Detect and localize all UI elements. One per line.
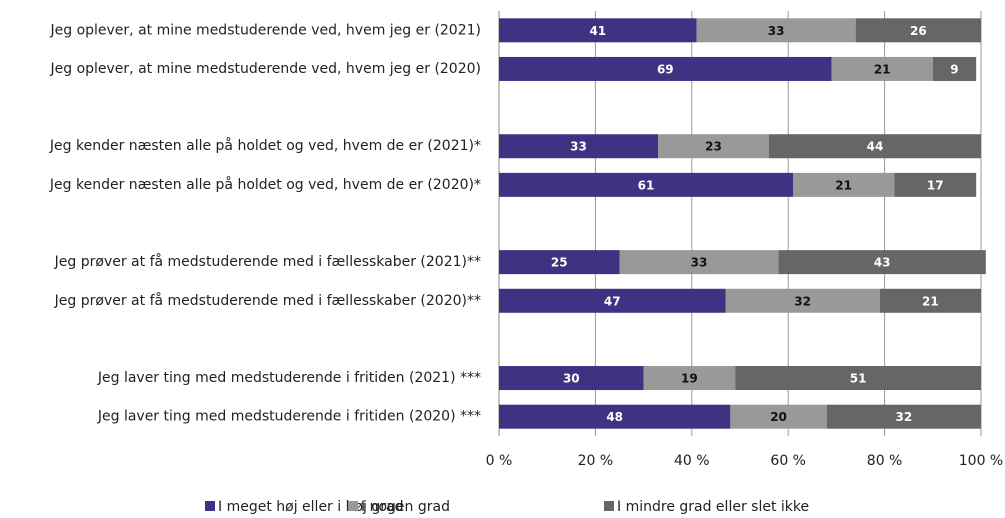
value-label: 17 [927, 178, 944, 192]
value-label: 47 [604, 294, 621, 308]
bar-segment [499, 288, 726, 313]
bar-segment [658, 134, 769, 159]
x-tick-label: 100 % [959, 453, 1003, 469]
bar-segment [499, 18, 697, 43]
value-label: 33 [570, 140, 587, 154]
value-label: 9 [950, 62, 958, 76]
bar-segment [499, 134, 659, 159]
bar-segment [725, 288, 880, 313]
bar-segment [879, 288, 981, 313]
x-tick-label: 80 % [867, 453, 903, 469]
bar-segment [735, 366, 981, 391]
category-label: Jeg oplever, at mine medstuderende ved, … [49, 22, 481, 38]
value-label: 25 [551, 256, 568, 270]
value-label: 61 [638, 178, 655, 192]
value-label: 19 [681, 372, 698, 386]
value-label: 30 [563, 372, 580, 386]
bar-segment [499, 250, 620, 275]
legend-swatch [205, 501, 215, 511]
value-label: 33 [768, 24, 785, 38]
value-label: 41 [589, 24, 606, 38]
category-label: Jeg laver ting med medstuderende i friti… [97, 409, 481, 425]
value-label: 48 [606, 410, 623, 424]
value-label: 20 [770, 410, 787, 424]
bar-segment [499, 366, 644, 391]
bar-segment [793, 172, 895, 197]
value-label: 26 [910, 24, 927, 38]
bar-segment [730, 404, 827, 429]
value-label: 23 [705, 140, 722, 154]
bar-segment [499, 404, 731, 429]
value-label: 44 [867, 140, 884, 154]
value-label: 32 [794, 294, 811, 308]
bar-segment [831, 56, 933, 81]
bar-segment [768, 134, 981, 159]
value-label: 21 [874, 62, 891, 76]
value-label: 43 [874, 256, 891, 270]
category-label: Jeg laver ting med medstuderende i friti… [97, 370, 481, 386]
legend-label: I nogen grad [361, 499, 450, 515]
bar-segment [643, 366, 736, 391]
bar-segment [778, 250, 986, 275]
bar-segment [499, 56, 832, 81]
bar-segment [826, 404, 981, 429]
legend-label: I mindre grad eller slet ikke [617, 499, 809, 515]
category-label: Jeg oplever, at mine medstuderende ved, … [49, 61, 481, 77]
bar-segment [894, 172, 977, 197]
value-label: 33 [691, 256, 708, 270]
bar-segment [855, 18, 981, 43]
bar-segment [619, 250, 779, 275]
value-label: 51 [850, 372, 867, 386]
category-label: Jeg prøver at få medstuderende med i fæl… [54, 253, 481, 270]
value-label: 32 [896, 410, 913, 424]
bar-segment [696, 18, 856, 43]
value-label: 21 [835, 178, 852, 192]
category-label: Jeg prøver at få medstuderende med i fæl… [54, 292, 481, 309]
x-tick-label: 60 % [770, 453, 806, 469]
x-tick-label: 20 % [578, 453, 614, 469]
legend-swatch [604, 501, 614, 511]
bar-segment [499, 172, 794, 197]
x-tick-label: 40 % [674, 453, 710, 469]
value-label: 21 [922, 294, 939, 308]
bar-segment [932, 56, 977, 81]
category-label: Jeg kender næsten alle på holdet og ved,… [49, 176, 481, 193]
value-label: 69 [657, 62, 674, 76]
category-label: Jeg kender næsten alle på holdet og ved,… [49, 137, 481, 154]
legend-swatch [348, 501, 358, 511]
x-tick-label: 0 % [486, 453, 513, 469]
